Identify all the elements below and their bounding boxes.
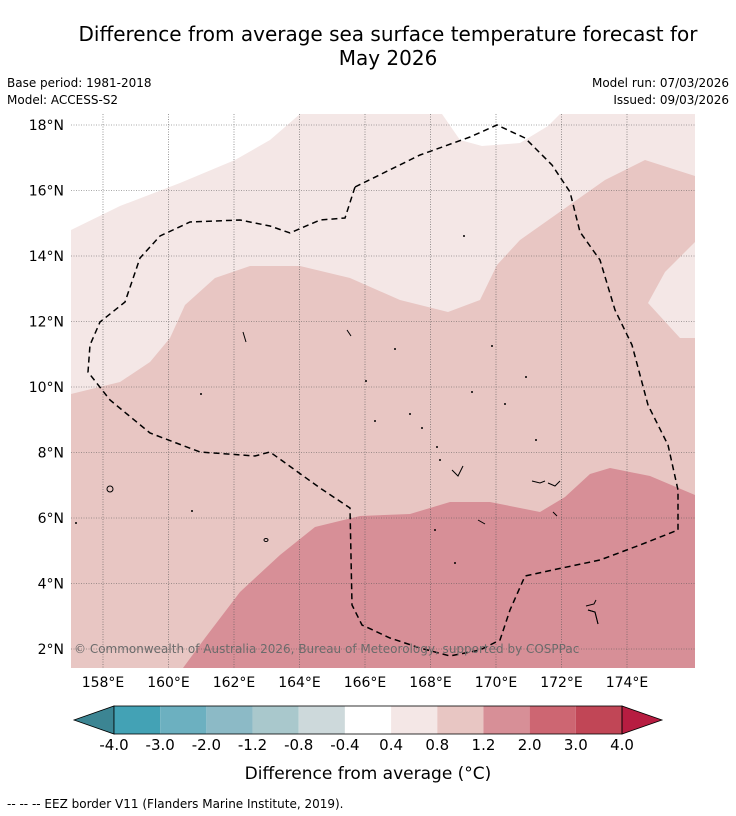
colorbar-segment [575,706,622,734]
atoll [463,235,465,237]
island [346,329,352,337]
atoll [191,510,193,512]
attribution-text: © Commonwealth of Australia 2026, Bureau… [74,642,579,656]
colorbar-segment [344,706,392,734]
colorbar-tick-label: -0.4 [330,736,360,754]
atoll [374,420,376,422]
meta-left: Base period: 1981-2018 Model: ACCESS-S2 [7,75,152,109]
lon-tick-label: 162°E [213,675,256,691]
colorbar-tick-label: 2.0 [517,736,542,754]
lat-tick-label: 12°N [29,315,64,331]
atoll [75,522,77,524]
lon-tick-label: 158°E [82,675,125,691]
colorbar-tick-label: 1.2 [471,736,496,754]
anomaly-band-0.4-0.8-north [71,114,695,394]
island [587,609,599,625]
atoll [504,403,506,405]
colorbar-tick-label: -3.0 [145,736,175,754]
model-run: Model run: 07/03/2026 [591,76,729,90]
latitude-labels: 2°N 4°N 6°N 8°N 10°N 12°N 14°N 16°N 18°N [29,118,64,658]
island [585,599,597,607]
lat-tick-label: 6°N [38,511,64,527]
atoll [365,380,367,382]
island [242,331,247,343]
island [106,485,114,493]
island [451,465,464,477]
island [547,480,561,487]
lat-tick-label: 8°N [38,446,64,462]
meta-right: Model run: 07/03/2026 Issued: 09/03/2026 [592,75,729,109]
colorbar-segment [391,706,438,734]
atoll [434,529,436,531]
atoll [525,376,527,378]
lat-tick-label: 4°N [38,577,64,593]
colorbar-tick-label: -1.2 [237,736,268,754]
atolls [75,235,537,564]
lon-tick-label: 168°E [409,675,452,691]
colorbar-title: Difference from average (°C) [244,764,492,784]
lat-tick-label: 10°N [29,380,64,396]
lon-tick-label: 172°E [540,675,583,691]
model-name: Model: ACCESS-S2 [7,93,119,107]
lon-tick-label: 166°E [344,675,387,691]
colorbar-segment [160,706,207,734]
eez-border [87,124,679,657]
colorbar-tick-label: -4.0 [99,736,129,754]
map-gridlines [71,114,695,668]
atoll [535,439,537,441]
colorbar-frame [113,705,623,735]
colorbar-segment [298,706,345,734]
atoll [421,427,423,429]
colorbar-segment [483,706,530,734]
lat-tick-label: 16°N [29,184,64,200]
colorbar-segment [252,706,299,734]
title-line-2: May 2026 [338,46,438,70]
lon-tick-label: 164°E [278,675,321,691]
longitude-labels: 158°E 160°E 162°E 164°E 166°E 168°E 170°E 172°E… [82,675,649,691]
lat-tick-label: 18°N [29,118,64,134]
issued-date: Issued: 09/03/2026 [613,93,729,107]
lat-tick-label: 2°N [38,642,64,658]
map-title: Difference from average sea surface temp… [40,22,736,70]
atoll [394,348,396,350]
atoll [471,391,473,393]
colorbar-tick-label: -2.0 [191,736,221,754]
atoll [409,413,411,415]
island [477,519,486,525]
map-area [71,114,695,668]
colorbar-tick-label: 0.8 [425,736,450,754]
anomaly-band-0.4-0.8-east [648,242,695,338]
island [263,538,269,542]
colorbar-tick-label: 0.4 [379,736,404,754]
island [531,480,546,484]
eez-legend-note: -- -- -- EEZ border V11 (Flanders Marine… [7,797,344,811]
colorbar-segment [114,706,161,734]
base-period: Base period: 1981-2018 [7,76,152,90]
lon-tick-label: 160°E [147,675,190,691]
lon-tick-label: 174°E [606,675,649,691]
colorbar-segment [437,706,484,734]
atoll [200,393,202,395]
colorbar-segment [529,706,576,734]
colorbar-tick-label: 3.0 [563,736,588,754]
anomaly-band-neutral-northwest [71,114,300,230]
colorbar-tick-label: 4.0 [610,736,634,754]
atoll [454,562,456,564]
island [552,511,558,517]
atoll [439,459,441,461]
atoll [436,446,438,448]
colorbar-tick-label: -0.8 [284,736,314,754]
lat-tick-label: 14°N [29,249,64,265]
colorbar-extend-low [72,705,115,735]
islands [106,329,599,625]
colorbar-extend-high [621,705,664,735]
lon-tick-label: 170°E [475,675,518,691]
atoll [491,345,493,347]
colorbar-segment [206,706,253,734]
anomaly-band-neutral-north [442,114,560,146]
colorbar [72,705,664,735]
title-line-1: Difference from average sea surface temp… [78,22,698,46]
